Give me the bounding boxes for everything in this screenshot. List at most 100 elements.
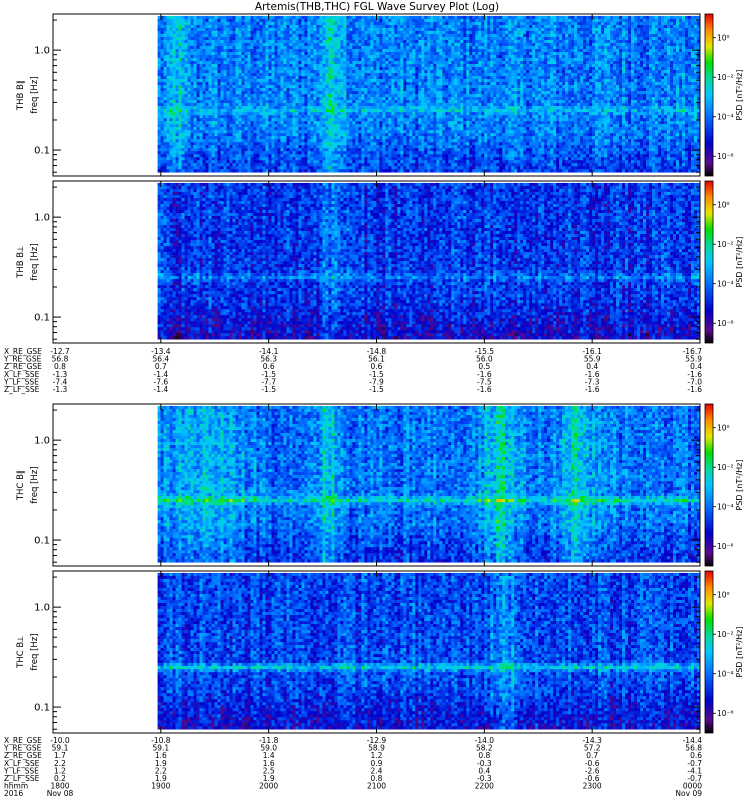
spectrogram-cell xyxy=(188,103,191,106)
spectrogram-cell xyxy=(358,106,361,109)
spectrogram-cell xyxy=(239,106,242,109)
spectrogram-cell xyxy=(358,16,361,19)
spectrogram-cell xyxy=(352,22,355,25)
spectrogram-cell xyxy=(298,109,301,112)
spectrogram-cell xyxy=(277,43,280,46)
spectrogram-cell xyxy=(191,55,194,58)
spectrogram-cell xyxy=(158,166,161,169)
spectrogram-cell xyxy=(173,133,176,136)
spectrogram-cell xyxy=(256,103,259,106)
spectrogram-cell xyxy=(209,40,212,43)
spectrogram-cell xyxy=(361,136,364,139)
spectrogram-cell xyxy=(334,169,337,172)
spectrogram-cell xyxy=(203,163,206,166)
spectrogram-cell xyxy=(313,109,316,112)
spectrogram-cell xyxy=(271,64,274,67)
spectrogram-cell xyxy=(161,118,164,121)
spectrogram-cell xyxy=(289,124,292,127)
spectrogram-cell xyxy=(212,136,215,139)
spectrogram-cell xyxy=(185,118,188,121)
spectrogram-cell xyxy=(274,49,277,52)
spectrogram-cell xyxy=(218,103,221,106)
spectrogram-cell xyxy=(334,121,337,124)
spectrogram-cell xyxy=(251,25,254,28)
spectrogram-cell xyxy=(289,166,292,169)
spectrogram-cell xyxy=(283,61,286,64)
spectrogram-cell xyxy=(256,22,259,25)
spectrogram-cell xyxy=(218,139,221,142)
spectrogram-cell xyxy=(253,115,256,118)
spectrogram-cell xyxy=(340,61,343,64)
spectrogram-cell xyxy=(331,127,334,130)
spectrogram-cell xyxy=(182,154,185,157)
spectrogram-cell xyxy=(230,124,233,127)
spectrogram-cell xyxy=(319,166,322,169)
spectrogram-cell xyxy=(170,97,173,100)
spectrogram-cell xyxy=(316,73,319,76)
spectrogram-cell xyxy=(212,31,215,34)
spectrogram-cell xyxy=(361,82,364,85)
spectrogram-cell xyxy=(298,127,301,130)
spectrogram-cell xyxy=(298,154,301,157)
spectrogram-cell xyxy=(194,160,197,163)
spectrogram-cell xyxy=(164,61,167,64)
spectrogram-cell xyxy=(182,28,185,31)
spectrogram-cell xyxy=(242,61,245,64)
spectrogram-cell xyxy=(298,94,301,97)
spectrogram-cell xyxy=(358,112,361,115)
spectrogram-cell xyxy=(230,169,233,172)
spectrogram-cell xyxy=(295,151,298,154)
spectrogram-cell xyxy=(239,37,242,40)
spectrogram-cell xyxy=(268,148,271,151)
spectrogram-cell xyxy=(277,46,280,49)
spectrogram-cell xyxy=(340,103,343,106)
spectrogram-cell xyxy=(230,82,233,85)
spectrogram-cell xyxy=(271,73,274,76)
spectrogram-cell xyxy=(334,94,337,97)
spectrogram-cell xyxy=(340,91,343,94)
spectrogram-cell xyxy=(200,154,203,157)
spectrogram-cell xyxy=(230,43,233,46)
spectrogram-cell xyxy=(271,88,274,91)
spectrogram-cell xyxy=(310,106,313,109)
spectrogram-cell xyxy=(256,151,259,154)
spectrogram-cell xyxy=(209,46,212,49)
spectrogram-cell xyxy=(277,61,280,64)
spectrogram-cell xyxy=(343,100,346,103)
spectrogram-cell xyxy=(334,148,337,151)
spectrogram-cell xyxy=(304,115,307,118)
spectrogram-cell xyxy=(292,163,295,166)
spectrogram-cell xyxy=(206,49,209,52)
spectrogram-cell xyxy=(346,88,349,91)
spectrogram-cell xyxy=(197,145,200,148)
spectrogram-cell xyxy=(364,124,367,127)
spectrogram-cell xyxy=(236,148,239,151)
spectrogram-cell xyxy=(319,100,322,103)
spectrogram-cell xyxy=(265,79,268,82)
spectrogram-cell xyxy=(364,67,367,70)
spectrogram-cell xyxy=(224,166,227,169)
spectrogram-cell xyxy=(253,61,256,64)
spectrogram-cell xyxy=(176,91,179,94)
spectrogram-cell xyxy=(337,73,340,76)
spectrogram-cell xyxy=(194,115,197,118)
spectrogram-cell xyxy=(245,70,248,73)
spectrogram-cell xyxy=(176,136,179,139)
spectrogram-cell xyxy=(164,55,167,58)
spectrogram-cell xyxy=(167,25,170,28)
spectrogram-cell xyxy=(352,133,355,136)
spectrogram-cell xyxy=(259,64,262,67)
spectrogram-cell xyxy=(227,136,230,139)
spectrogram-cell xyxy=(245,130,248,133)
spectrogram-cell xyxy=(301,31,304,34)
spectrogram-cell xyxy=(265,31,268,34)
spectrogram-cell xyxy=(179,127,182,130)
spectrogram-cell xyxy=(322,76,325,79)
spectrogram-cell xyxy=(340,67,343,70)
spectrogram-cell xyxy=(182,70,185,73)
spectrogram-cell xyxy=(203,97,206,100)
spectrogram-cell xyxy=(230,121,233,124)
spectrogram-cell xyxy=(161,163,164,166)
spectrogram-cell xyxy=(259,112,262,115)
spectrogram-cell xyxy=(283,151,286,154)
